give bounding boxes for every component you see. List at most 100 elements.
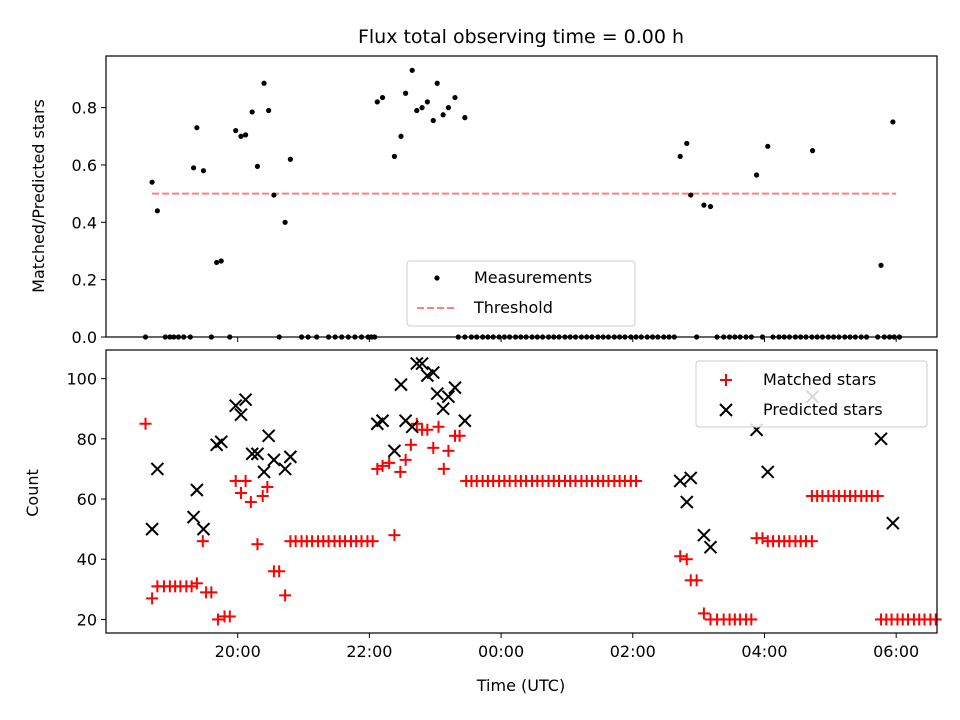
legend-measurements-marker <box>434 275 440 281</box>
measurement-point <box>430 117 436 124</box>
matched-star-point <box>674 550 687 563</box>
measurement-point <box>379 94 386 101</box>
measurement-point <box>434 80 440 86</box>
predicted-star-point <box>673 474 687 488</box>
predicted-star-point <box>410 356 424 371</box>
matched-star-point <box>205 586 218 599</box>
matched-star-point <box>383 456 396 469</box>
measurement-point <box>190 165 197 171</box>
measurement-point <box>149 179 155 185</box>
predicted-star-point <box>684 471 698 485</box>
matched-star-point <box>697 607 710 620</box>
predicted-star-point <box>387 444 402 458</box>
x-tick-label: 06:00 <box>873 642 919 661</box>
matched-star-point <box>399 453 412 466</box>
measurement-point <box>684 140 690 147</box>
predicted-star-point <box>394 377 408 392</box>
legend-predicted-label: Predicted stars <box>763 400 883 419</box>
measurement-point <box>391 153 398 159</box>
measurement-point <box>374 99 380 105</box>
matched-star-point <box>251 538 264 551</box>
top-y-tick-label: 0.4 <box>72 213 97 232</box>
predicted-star-point <box>238 392 253 407</box>
matched-star-point <box>256 490 269 503</box>
measurement-point <box>414 107 420 114</box>
predicted-star-point <box>214 435 228 449</box>
bottom-y-axis-label: Count <box>23 469 42 517</box>
top-y-tick-label: 0.8 <box>72 99 97 118</box>
matched-star-point <box>929 613 942 626</box>
bottom-legend-box <box>695 360 928 428</box>
top-y-tick-label: 0.6 <box>72 156 97 175</box>
top-axes-frame <box>105 55 938 338</box>
x-tick-label: 20:00 <box>215 642 261 661</box>
top-y-axis-label: Matched/Predicted stars <box>29 99 48 293</box>
x-axis-label: Time (UTC) <box>476 676 565 695</box>
measurement-point <box>271 192 277 198</box>
predicted-star-point <box>375 414 390 428</box>
x-tick-label: 02:00 <box>610 642 656 661</box>
predicted-star-point <box>229 398 243 413</box>
predicted-star-point <box>234 408 248 422</box>
matched-star-point <box>805 535 818 548</box>
top-legend: Measurements Threshold <box>406 260 636 327</box>
predicted-star-point <box>190 483 204 497</box>
legend-matched-label: Matched stars <box>763 370 876 389</box>
measurement-point <box>194 125 200 131</box>
predicted-star-point <box>680 495 694 509</box>
bottom-y-tick-label: 80 <box>77 430 97 449</box>
predicted-star-point <box>267 453 281 467</box>
predicted-star-point <box>415 356 429 371</box>
measurement-point <box>254 163 261 169</box>
measurement-point <box>809 148 816 154</box>
measurement-point <box>452 94 458 101</box>
measurement-point <box>242 132 249 138</box>
measurement-point <box>419 105 425 111</box>
bottom-y-tick-label: 60 <box>77 490 97 509</box>
legend-measurements-label: Measurements <box>474 268 592 287</box>
predicted-star-point <box>441 389 456 404</box>
measurement-point <box>266 107 272 114</box>
predicted-star-point <box>257 465 271 479</box>
measurement-point <box>890 119 896 125</box>
measurement-point <box>424 99 430 105</box>
matched-star-point <box>745 613 758 626</box>
x-tick-label: 04:00 <box>741 642 787 661</box>
axis-ticks: 0.0 0.2 0.4 0.6 0.8 20 40 60 80 100 20:00 22:00 00:0… <box>66 99 919 661</box>
matched-star-point <box>139 417 152 430</box>
matched-star-point <box>196 535 209 548</box>
legend-threshold-label: Threshold <box>473 298 553 317</box>
measurement-point <box>753 172 760 178</box>
matched-star-point <box>690 574 703 587</box>
predicted-star-point <box>426 365 440 380</box>
predicted-star-point <box>150 462 165 476</box>
matched-star-point <box>388 529 401 542</box>
matched-star-point <box>680 553 693 566</box>
matched-star-point <box>427 441 440 454</box>
matched-star-point <box>279 589 292 602</box>
matched-star-point <box>273 565 286 578</box>
bottom-y-tick-label: 40 <box>77 550 97 569</box>
predicted-star-point <box>250 447 265 461</box>
predicted-star-point <box>761 465 775 479</box>
matched-star-point <box>437 462 450 475</box>
matched-star-point <box>244 496 257 509</box>
predicted-star-point <box>886 516 900 530</box>
matched-star-point <box>404 438 417 451</box>
matched-star-point <box>432 420 445 433</box>
top-y-tick-label: 0.0 <box>72 328 97 347</box>
measurement-point <box>249 109 255 115</box>
matched-star-point <box>234 487 247 500</box>
chart-title: Flux total observing time = 0.00 h <box>358 26 684 48</box>
measurement-point <box>440 112 446 118</box>
measurement-point <box>238 133 244 139</box>
predicted-star-point <box>436 402 450 416</box>
matched-star-point <box>453 429 466 442</box>
bottom-plot-marks <box>139 356 942 626</box>
predicted-star-point <box>405 420 419 434</box>
measurement-point <box>403 90 409 96</box>
predicted-star-point <box>145 522 159 536</box>
matched-star-point <box>630 474 643 487</box>
measurement-point <box>200 168 207 174</box>
matched-star-point <box>223 610 236 623</box>
